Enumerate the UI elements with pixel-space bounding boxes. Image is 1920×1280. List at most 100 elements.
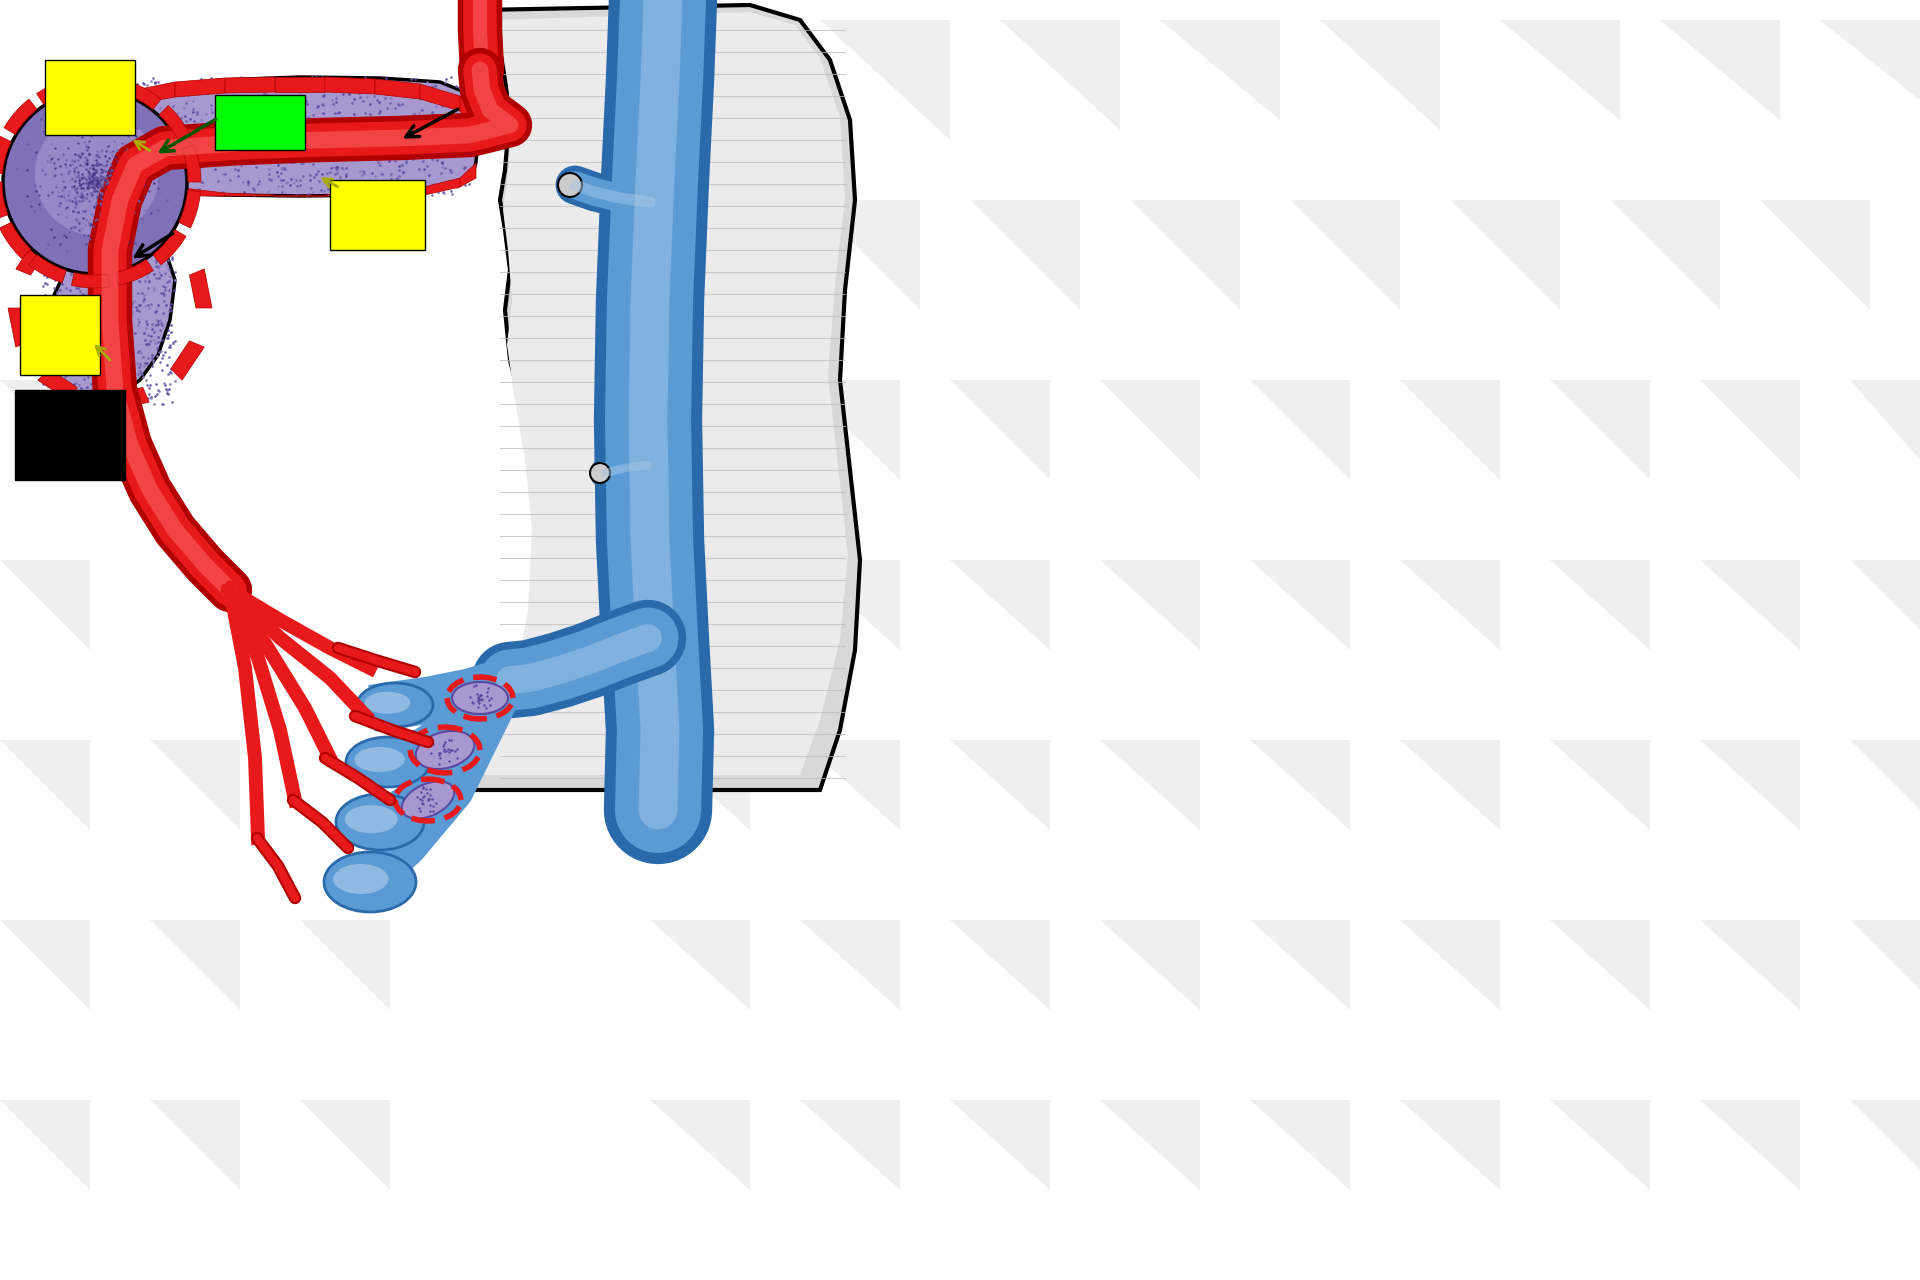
Polygon shape xyxy=(88,91,131,122)
Polygon shape xyxy=(461,163,476,187)
Polygon shape xyxy=(109,388,150,410)
Polygon shape xyxy=(810,200,920,310)
Polygon shape xyxy=(1400,740,1500,829)
Ellipse shape xyxy=(355,748,405,772)
Polygon shape xyxy=(225,193,275,196)
Polygon shape xyxy=(1549,1100,1649,1190)
Ellipse shape xyxy=(401,781,455,819)
Ellipse shape xyxy=(336,794,424,850)
Polygon shape xyxy=(1100,1100,1200,1190)
Circle shape xyxy=(4,90,186,274)
Polygon shape xyxy=(150,1100,240,1190)
Polygon shape xyxy=(1761,200,1870,310)
Polygon shape xyxy=(1851,1100,1920,1170)
Polygon shape xyxy=(1160,20,1281,120)
Polygon shape xyxy=(300,920,390,1010)
Polygon shape xyxy=(150,920,240,1010)
FancyBboxPatch shape xyxy=(44,60,134,134)
Polygon shape xyxy=(1321,20,1440,131)
Ellipse shape xyxy=(334,864,388,893)
Polygon shape xyxy=(1400,561,1500,650)
Polygon shape xyxy=(651,561,751,650)
Polygon shape xyxy=(801,920,900,1010)
Polygon shape xyxy=(820,20,950,140)
FancyBboxPatch shape xyxy=(15,390,125,480)
Polygon shape xyxy=(1250,740,1350,829)
Polygon shape xyxy=(1250,1100,1350,1190)
Polygon shape xyxy=(801,561,900,650)
Polygon shape xyxy=(651,740,751,829)
Polygon shape xyxy=(651,200,760,310)
Polygon shape xyxy=(1131,200,1240,310)
Polygon shape xyxy=(1549,740,1649,829)
FancyBboxPatch shape xyxy=(330,180,424,250)
Ellipse shape xyxy=(451,682,509,714)
Polygon shape xyxy=(801,740,900,829)
Polygon shape xyxy=(159,105,190,142)
Polygon shape xyxy=(651,20,780,120)
Polygon shape xyxy=(1250,380,1350,480)
Polygon shape xyxy=(81,76,119,91)
Polygon shape xyxy=(1400,380,1500,480)
Polygon shape xyxy=(1661,20,1780,120)
Polygon shape xyxy=(179,191,200,228)
Polygon shape xyxy=(1820,20,1920,100)
Polygon shape xyxy=(651,920,751,1010)
Polygon shape xyxy=(461,96,476,131)
Circle shape xyxy=(589,463,611,483)
Polygon shape xyxy=(1851,920,1920,989)
Polygon shape xyxy=(1699,380,1799,480)
Polygon shape xyxy=(420,84,461,111)
Polygon shape xyxy=(115,260,154,285)
Polygon shape xyxy=(0,223,31,259)
FancyBboxPatch shape xyxy=(19,294,100,375)
Polygon shape xyxy=(1100,380,1200,480)
Polygon shape xyxy=(142,214,182,247)
Polygon shape xyxy=(1100,920,1200,1010)
Polygon shape xyxy=(1699,1100,1799,1190)
Polygon shape xyxy=(190,269,211,308)
Ellipse shape xyxy=(357,684,434,727)
Polygon shape xyxy=(1699,920,1799,1010)
Polygon shape xyxy=(0,1100,90,1190)
Polygon shape xyxy=(1250,920,1350,1010)
Polygon shape xyxy=(4,99,36,134)
Polygon shape xyxy=(801,1100,900,1190)
Polygon shape xyxy=(0,920,90,1010)
Polygon shape xyxy=(175,187,225,196)
Polygon shape xyxy=(150,740,240,829)
Polygon shape xyxy=(324,77,374,93)
Polygon shape xyxy=(449,5,860,790)
Polygon shape xyxy=(950,380,1050,480)
Polygon shape xyxy=(420,178,461,196)
Polygon shape xyxy=(0,380,100,480)
Circle shape xyxy=(559,173,582,197)
Polygon shape xyxy=(1100,740,1200,829)
Polygon shape xyxy=(324,193,374,196)
Polygon shape xyxy=(71,206,109,229)
Polygon shape xyxy=(1400,1100,1500,1190)
Circle shape xyxy=(35,113,159,236)
Polygon shape xyxy=(182,145,202,182)
Polygon shape xyxy=(374,188,420,196)
Polygon shape xyxy=(275,77,324,92)
Ellipse shape xyxy=(365,691,411,714)
Polygon shape xyxy=(1400,920,1500,1010)
Polygon shape xyxy=(1000,20,1119,131)
Ellipse shape xyxy=(346,737,430,787)
Polygon shape xyxy=(1851,740,1920,810)
Polygon shape xyxy=(154,229,186,265)
Polygon shape xyxy=(1250,561,1350,650)
Polygon shape xyxy=(131,177,175,196)
Polygon shape xyxy=(300,1100,390,1190)
Polygon shape xyxy=(36,78,75,105)
Polygon shape xyxy=(1500,20,1620,120)
Polygon shape xyxy=(88,163,131,192)
Polygon shape xyxy=(71,273,109,288)
Polygon shape xyxy=(1450,200,1559,310)
Polygon shape xyxy=(950,920,1050,1010)
Polygon shape xyxy=(1290,200,1400,310)
Polygon shape xyxy=(1549,920,1649,1010)
Polygon shape xyxy=(1851,561,1920,630)
Polygon shape xyxy=(0,136,12,174)
